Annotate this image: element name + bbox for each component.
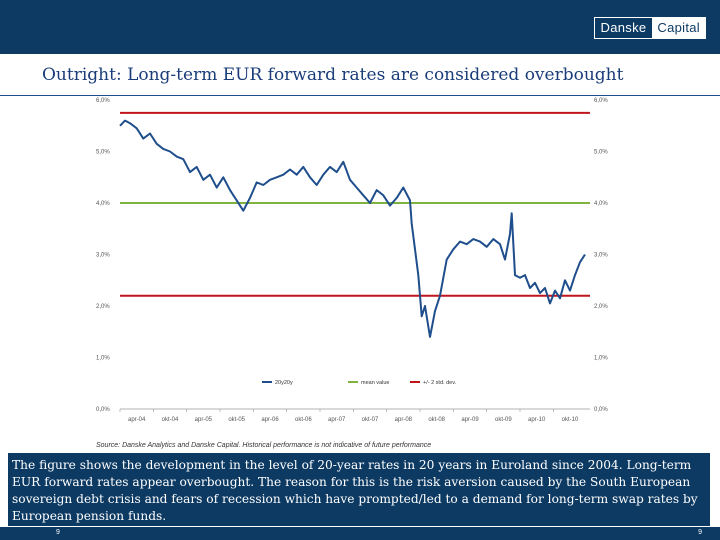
footer-bar — [0, 527, 720, 540]
y-tick-label-right: 4,0% — [594, 201, 608, 207]
y-tick-label-right: 3,0% — [594, 253, 608, 259]
x-tick-label: okt-09 — [495, 417, 512, 423]
y-tick-label-right: 5,0% — [594, 150, 608, 156]
page-number-right: 9 — [698, 529, 702, 536]
logo-text-capital: Capital — [652, 18, 705, 38]
source-note: Source: Danske Analytics and Danske Capi… — [96, 442, 432, 449]
y-tick-label-right: 1,0% — [594, 356, 608, 362]
x-tick-label: okt-05 — [228, 417, 245, 423]
slide-title: Outright: Long-term EUR forward rates ar… — [42, 65, 624, 85]
y-tick-label-left: 5,0% — [96, 150, 110, 156]
x-tick-label: okt-10 — [562, 417, 579, 423]
x-tick-label: apr-06 — [261, 417, 279, 423]
series-line-20y20y — [119, 119, 586, 338]
top-banner: Danske Capital — [0, 0, 720, 54]
y-tick-label-right: 2,0% — [594, 304, 608, 310]
logo-text-danske: Danske — [600, 20, 647, 35]
x-tick-label: okt-07 — [362, 417, 379, 423]
x-tick-label: apr-07 — [328, 417, 346, 423]
x-tick-label: apr-04 — [128, 417, 146, 423]
danske-capital-logo: Danske Capital — [593, 17, 706, 39]
x-tick-label: okt-06 — [295, 417, 312, 423]
y-tick-label-left: 2,0% — [96, 304, 110, 310]
y-tick-label-left: 0,0% — [96, 407, 110, 413]
y-tick-label-right: 6,0% — [594, 98, 608, 104]
y-tick-label-left: 4,0% — [96, 201, 110, 207]
description-box: The figure shows the development in the … — [8, 453, 710, 526]
description-text: The figure shows the development in the … — [12, 458, 698, 523]
y-tick-label-left: 3,0% — [96, 253, 110, 259]
x-tick-label: okt-08 — [428, 417, 445, 423]
x-tick-label: apr-10 — [528, 417, 546, 423]
title-divider — [0, 95, 720, 96]
y-tick-label-right: 0,0% — [594, 407, 608, 413]
x-tick-label: apr-09 — [461, 417, 479, 423]
page-number-left: 9 — [56, 529, 60, 536]
y-tick-label-left: 1,0% — [96, 356, 110, 362]
x-tick-label: apr-05 — [195, 417, 213, 423]
legend-item-std-dev-label: +/- 2 std. dev. — [423, 380, 457, 386]
x-tick-label: apr-08 — [395, 417, 413, 423]
legend-item-20y20y-label: 20y20y — [275, 380, 293, 386]
x-tick-label: okt-04 — [162, 417, 179, 423]
legend-item-mean-label: mean value — [361, 380, 389, 386]
y-tick-label-left: 6,0% — [96, 98, 110, 104]
